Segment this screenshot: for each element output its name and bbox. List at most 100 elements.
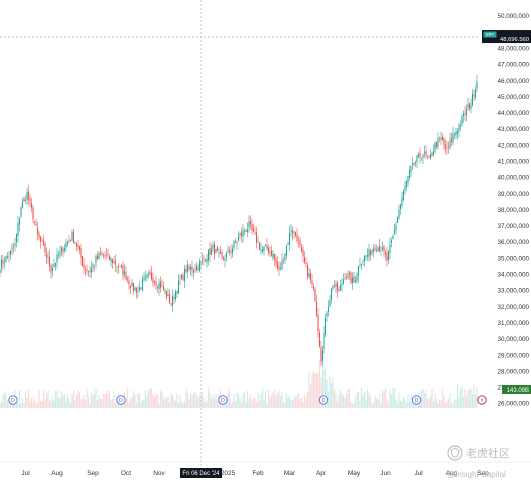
candle: [207, 249, 210, 266]
volume-bar: [474, 394, 477, 408]
volume-bar: [20, 403, 22, 408]
volume-bar: [246, 390, 249, 408]
candle: [260, 242, 262, 255]
candle: [389, 237, 391, 260]
dividend-event-icon[interactable]: D: [411, 395, 422, 405]
volume-bar: [114, 402, 117, 408]
candle: [363, 254, 366, 267]
x-tick-label: Mar: [284, 470, 296, 477]
volume-bar: [158, 403, 160, 408]
volume-bar: [261, 388, 264, 408]
volume-bar: [275, 395, 277, 408]
candle: [377, 246, 379, 253]
candle: [339, 280, 342, 292]
candle: [402, 189, 405, 202]
candle: [90, 260, 93, 278]
candle: [336, 281, 339, 298]
volume-badge: 143.09B: [502, 385, 531, 394]
y-tick-label: 32,000,000: [497, 304, 529, 311]
volume-bar: [281, 392, 283, 408]
dividend-event-icon[interactable]: D: [116, 395, 126, 405]
volume-bar: [467, 390, 469, 408]
flash-event-icon[interactable]: ⚡: [477, 395, 487, 405]
candle: [405, 179, 408, 192]
candle: [255, 226, 258, 249]
candle: [425, 145, 427, 159]
candle: [227, 245, 229, 254]
candle: [53, 258, 55, 268]
volume-bar: [399, 400, 402, 408]
candle: [407, 175, 409, 188]
volume-bar: [239, 398, 241, 408]
volume-bar: [75, 394, 78, 408]
volume-bar: [204, 402, 207, 408]
candle: [342, 273, 345, 285]
volume-bar: [423, 393, 426, 408]
volume-bar: [273, 389, 276, 408]
volume-bar: [279, 395, 282, 408]
volume-bar: [54, 391, 57, 408]
candle: [27, 184, 30, 206]
time-axis[interactable]: Jul Aug Sep Oct Nov 2025 Feb Mar Apr May Jun Jul Aug…: [0, 461, 531, 477]
volume-bar: [29, 401, 31, 408]
volume-bar: [86, 388, 88, 408]
candle: [219, 245, 222, 255]
candle: [137, 285, 139, 298]
volume-bar: [8, 400, 10, 408]
candle: [384, 249, 387, 261]
candle: [176, 290, 178, 298]
candle: [267, 244, 270, 256]
candle: [105, 248, 108, 260]
volume-bar: [72, 390, 75, 408]
volume-bar: [2, 395, 4, 408]
candle: [0, 268, 1, 277]
candle: [129, 284, 132, 295]
y-tick-label: 41,000,000: [497, 159, 529, 166]
volume-bar: [396, 402, 399, 408]
candle: [236, 241, 238, 251]
volume-bar: [143, 400, 145, 408]
candle: [113, 256, 115, 264]
candle: [89, 265, 91, 278]
candle: [245, 228, 247, 233]
volume-bar: [90, 393, 93, 408]
volume-bar: [294, 395, 297, 408]
volume-bar: [21, 398, 24, 408]
volume-bar: [249, 395, 252, 408]
volume-bar: [327, 391, 330, 408]
candle: [417, 151, 420, 159]
candle: [306, 262, 309, 280]
volume-bar: [3, 392, 6, 408]
volume-bar: [216, 400, 219, 408]
candle: [215, 248, 217, 254]
candle: [443, 136, 445, 151]
volume-bar: [224, 403, 226, 408]
volume-bar: [332, 377, 334, 408]
candle: [350, 271, 352, 285]
dividend-event-icon[interactable]: D: [318, 395, 329, 405]
volume-bar: [101, 399, 103, 408]
volume-bar: [68, 398, 70, 408]
volume-bar: [348, 388, 351, 408]
volume-bar: [314, 373, 316, 408]
y-tick-label: 40,000,000: [497, 175, 529, 182]
volume-bar: [5, 394, 7, 408]
candle: [168, 289, 171, 304]
candle: [456, 128, 459, 140]
candle: [39, 236, 42, 249]
volume-bar: [83, 395, 85, 408]
candle: [354, 276, 357, 283]
volume-bar: [47, 390, 49, 408]
candle: [272, 250, 274, 261]
dividend-event-icon[interactable]: D: [218, 395, 228, 405]
volume-bar: [164, 398, 166, 408]
candle: [416, 155, 418, 169]
candle: [122, 260, 124, 281]
dividend-event-icon[interactable]: D: [8, 395, 18, 405]
candle: [84, 265, 87, 277]
volume-bar: [405, 402, 408, 408]
x-tick-label: May: [348, 470, 361, 477]
candle: [447, 141, 450, 154]
candle: [72, 229, 75, 244]
